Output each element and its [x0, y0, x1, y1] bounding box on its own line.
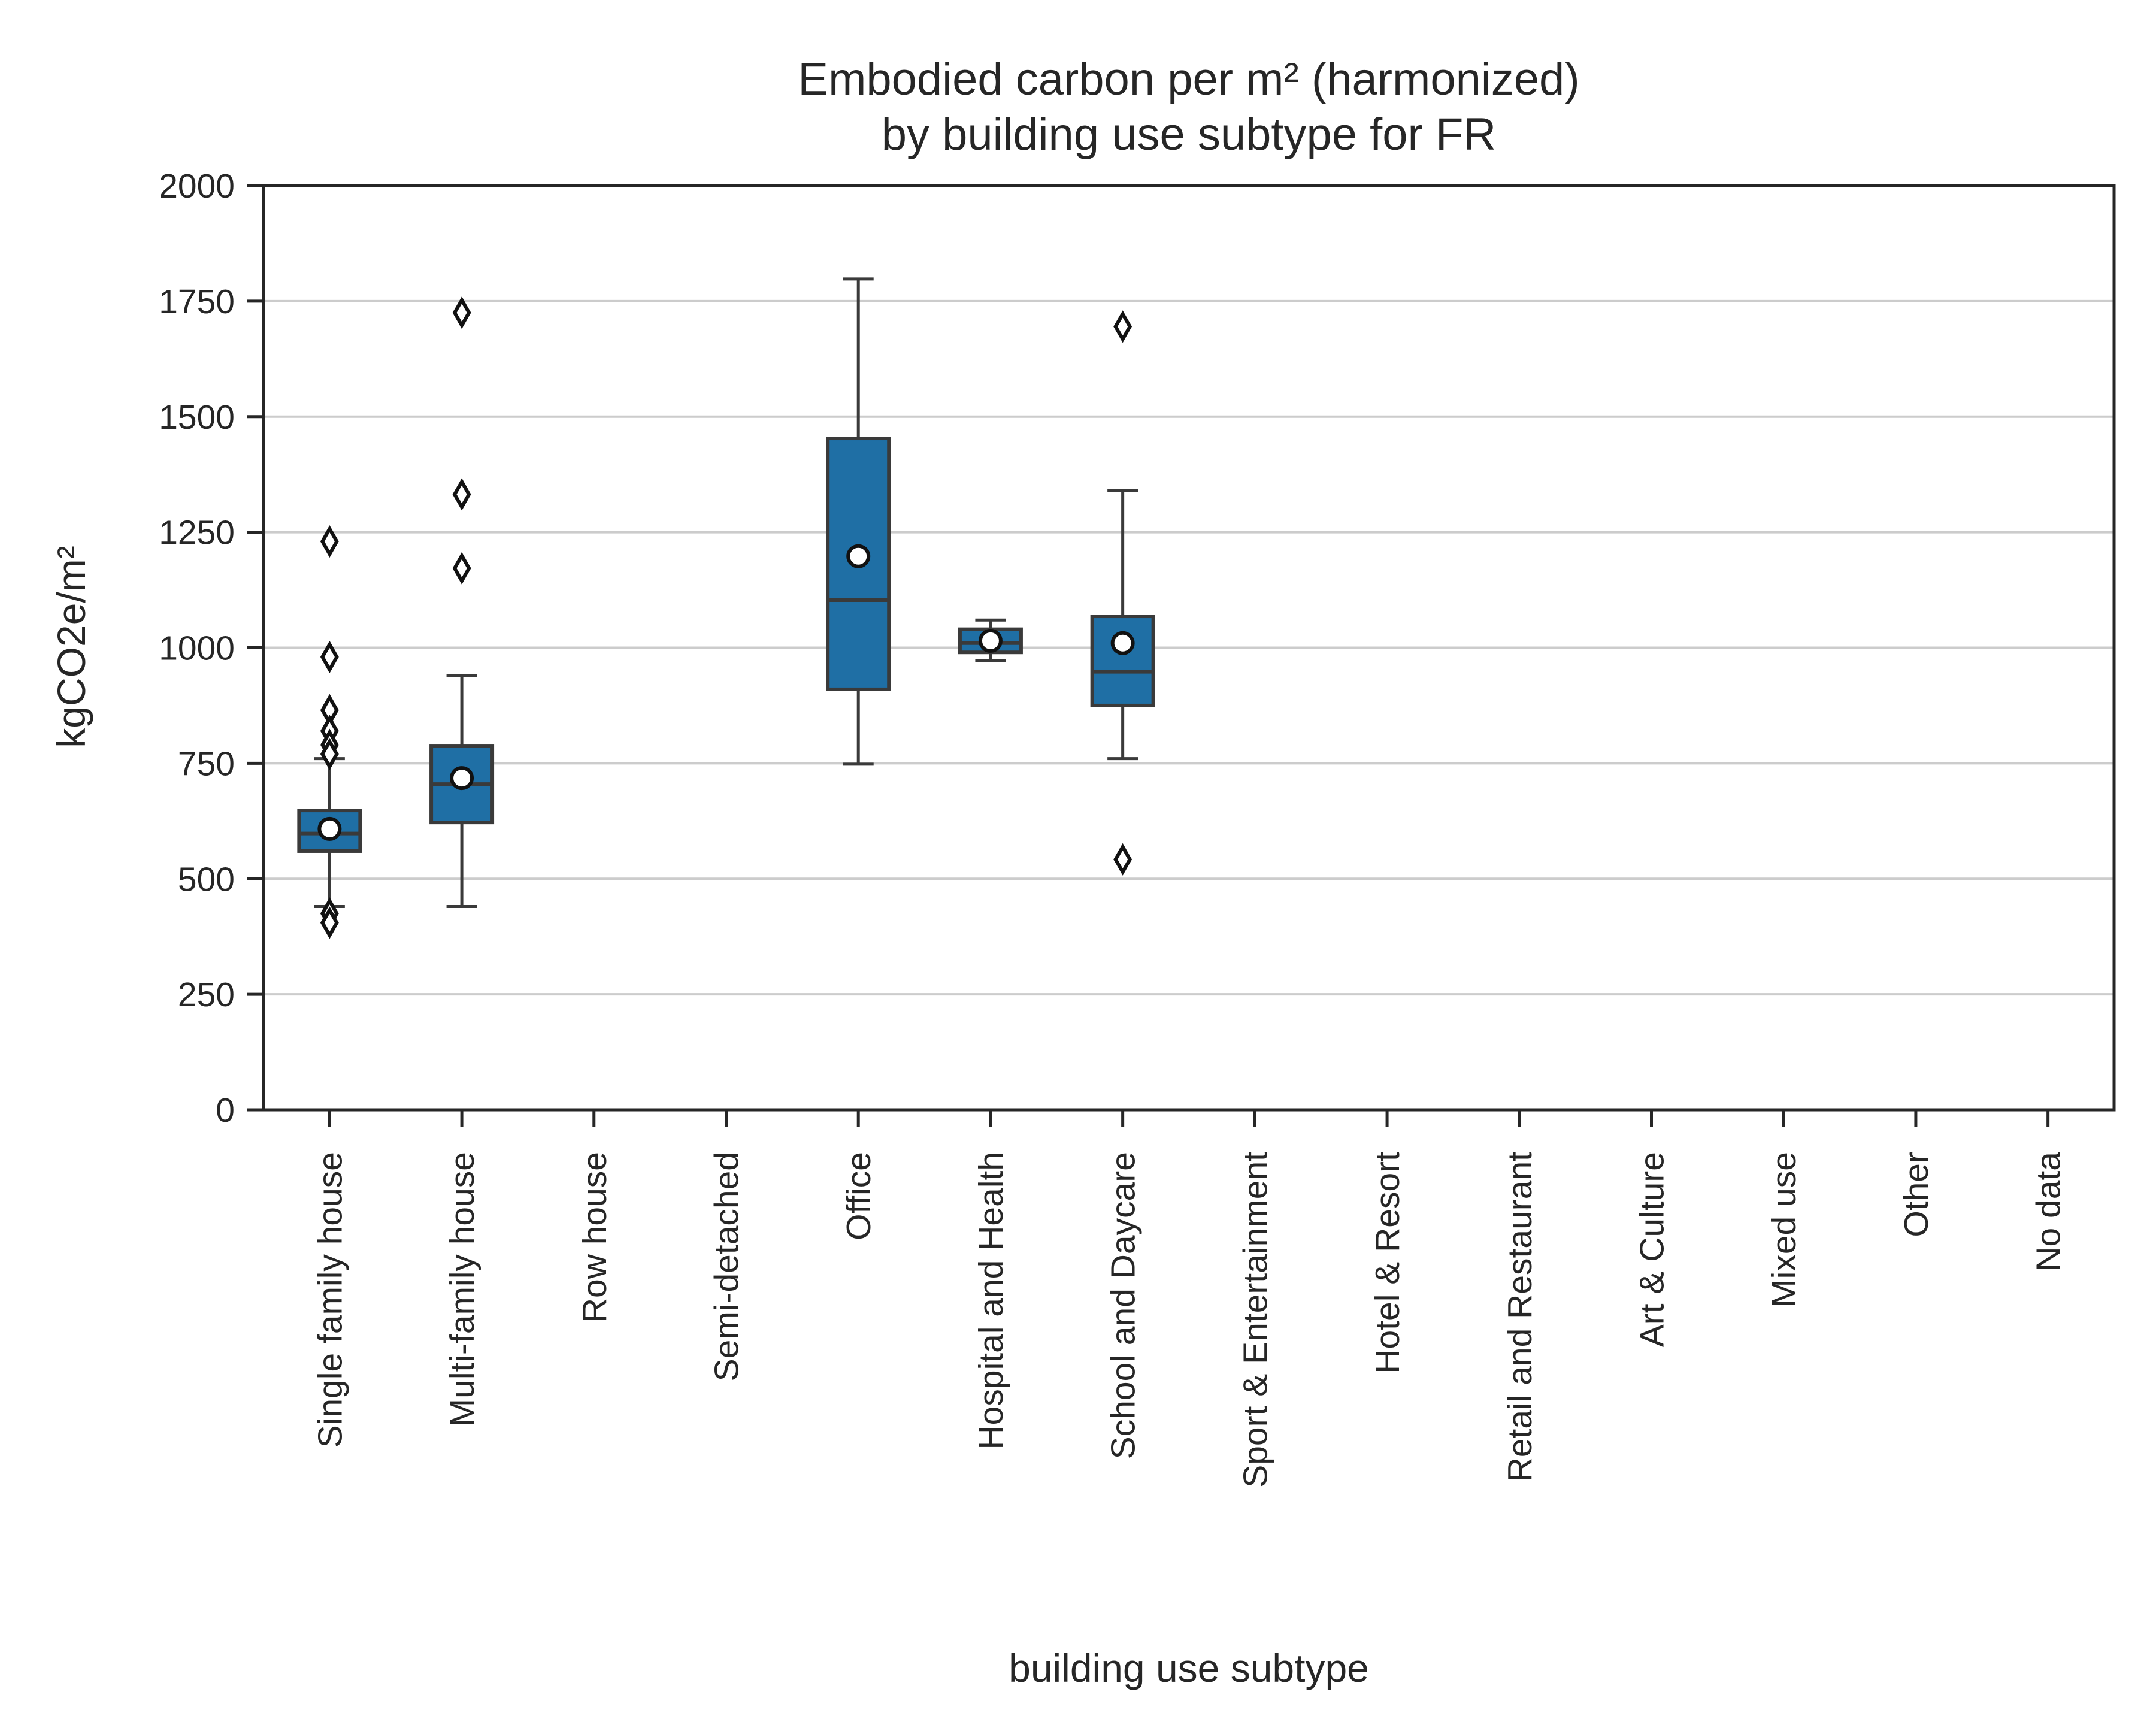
- x-tick-label: Office: [840, 1152, 878, 1240]
- y-axis-title: kgCO2e/m²: [49, 546, 93, 748]
- x-tick-label: Retail and Restaurant: [1501, 1152, 1539, 1482]
- x-tick-label: Hospital and Health: [972, 1152, 1010, 1449]
- x-tick-label: School and Daycare: [1104, 1152, 1143, 1459]
- y-tick-label: 2000: [159, 167, 235, 205]
- y-tick-label: 1750: [159, 283, 235, 321]
- outlier-point: [452, 552, 471, 585]
- chart-title-line-1: Embodied carbon per m² (harmonized): [798, 54, 1579, 105]
- x-tick-label: Art & Culture: [1633, 1152, 1671, 1347]
- x-tick-label: Mixed use: [1765, 1152, 1803, 1308]
- outlier-point: [452, 478, 471, 511]
- x-tick-label: Hotel & Resort: [1368, 1152, 1407, 1374]
- box-group: [297, 525, 362, 939]
- outlier-point: [320, 640, 339, 673]
- mean-marker: [450, 766, 474, 791]
- x-tick-label: Sport & Entertainment: [1236, 1152, 1274, 1488]
- y-tick-label: 1000: [159, 630, 235, 668]
- gridlines: [264, 299, 2114, 996]
- outlier-point: [1113, 843, 1132, 876]
- box: [1090, 615, 1155, 707]
- y-tick-label: 1500: [159, 398, 235, 437]
- x-tick-label: No data: [2030, 1152, 2068, 1272]
- box-group: [1090, 310, 1155, 876]
- y-tick-label: 1250: [159, 514, 235, 552]
- mean-marker: [1110, 631, 1135, 655]
- outlier-point: [320, 906, 339, 939]
- x-tick-label: Row house: [576, 1152, 614, 1322]
- outlier-point: [320, 737, 339, 770]
- mean-marker: [317, 816, 342, 841]
- box-group: [958, 618, 1023, 662]
- outlier-point: [320, 525, 339, 558]
- y-axis: 0 250 500 750 1000 1250 1500 1750 2000: [159, 167, 264, 1130]
- x-axis-title: building use subtype: [1009, 1646, 1369, 1690]
- y-tick-label: 750: [178, 745, 235, 783]
- mean-marker: [846, 544, 871, 568]
- x-tick-label: Semi-detached: [708, 1152, 746, 1381]
- x-tick-label: Other: [1897, 1152, 1936, 1237]
- outlier-point: [452, 296, 471, 329]
- x-axis: Single family house Multi-family house Row…: [311, 1110, 2068, 1488]
- box-group: [429, 296, 495, 909]
- y-tick-label: 0: [216, 1091, 235, 1130]
- y-tick-label: 500: [178, 860, 235, 898]
- chart-title-line-2: by building use subtype for FR: [882, 109, 1497, 160]
- y-tick-label: 250: [178, 976, 235, 1014]
- outlier-point: [1113, 310, 1132, 343]
- x-tick-label: Single family house: [311, 1152, 349, 1448]
- box-group: [826, 277, 891, 766]
- mean-marker: [978, 628, 1003, 653]
- box-series: [297, 277, 1155, 939]
- x-tick-label: Multi-family house: [443, 1152, 482, 1427]
